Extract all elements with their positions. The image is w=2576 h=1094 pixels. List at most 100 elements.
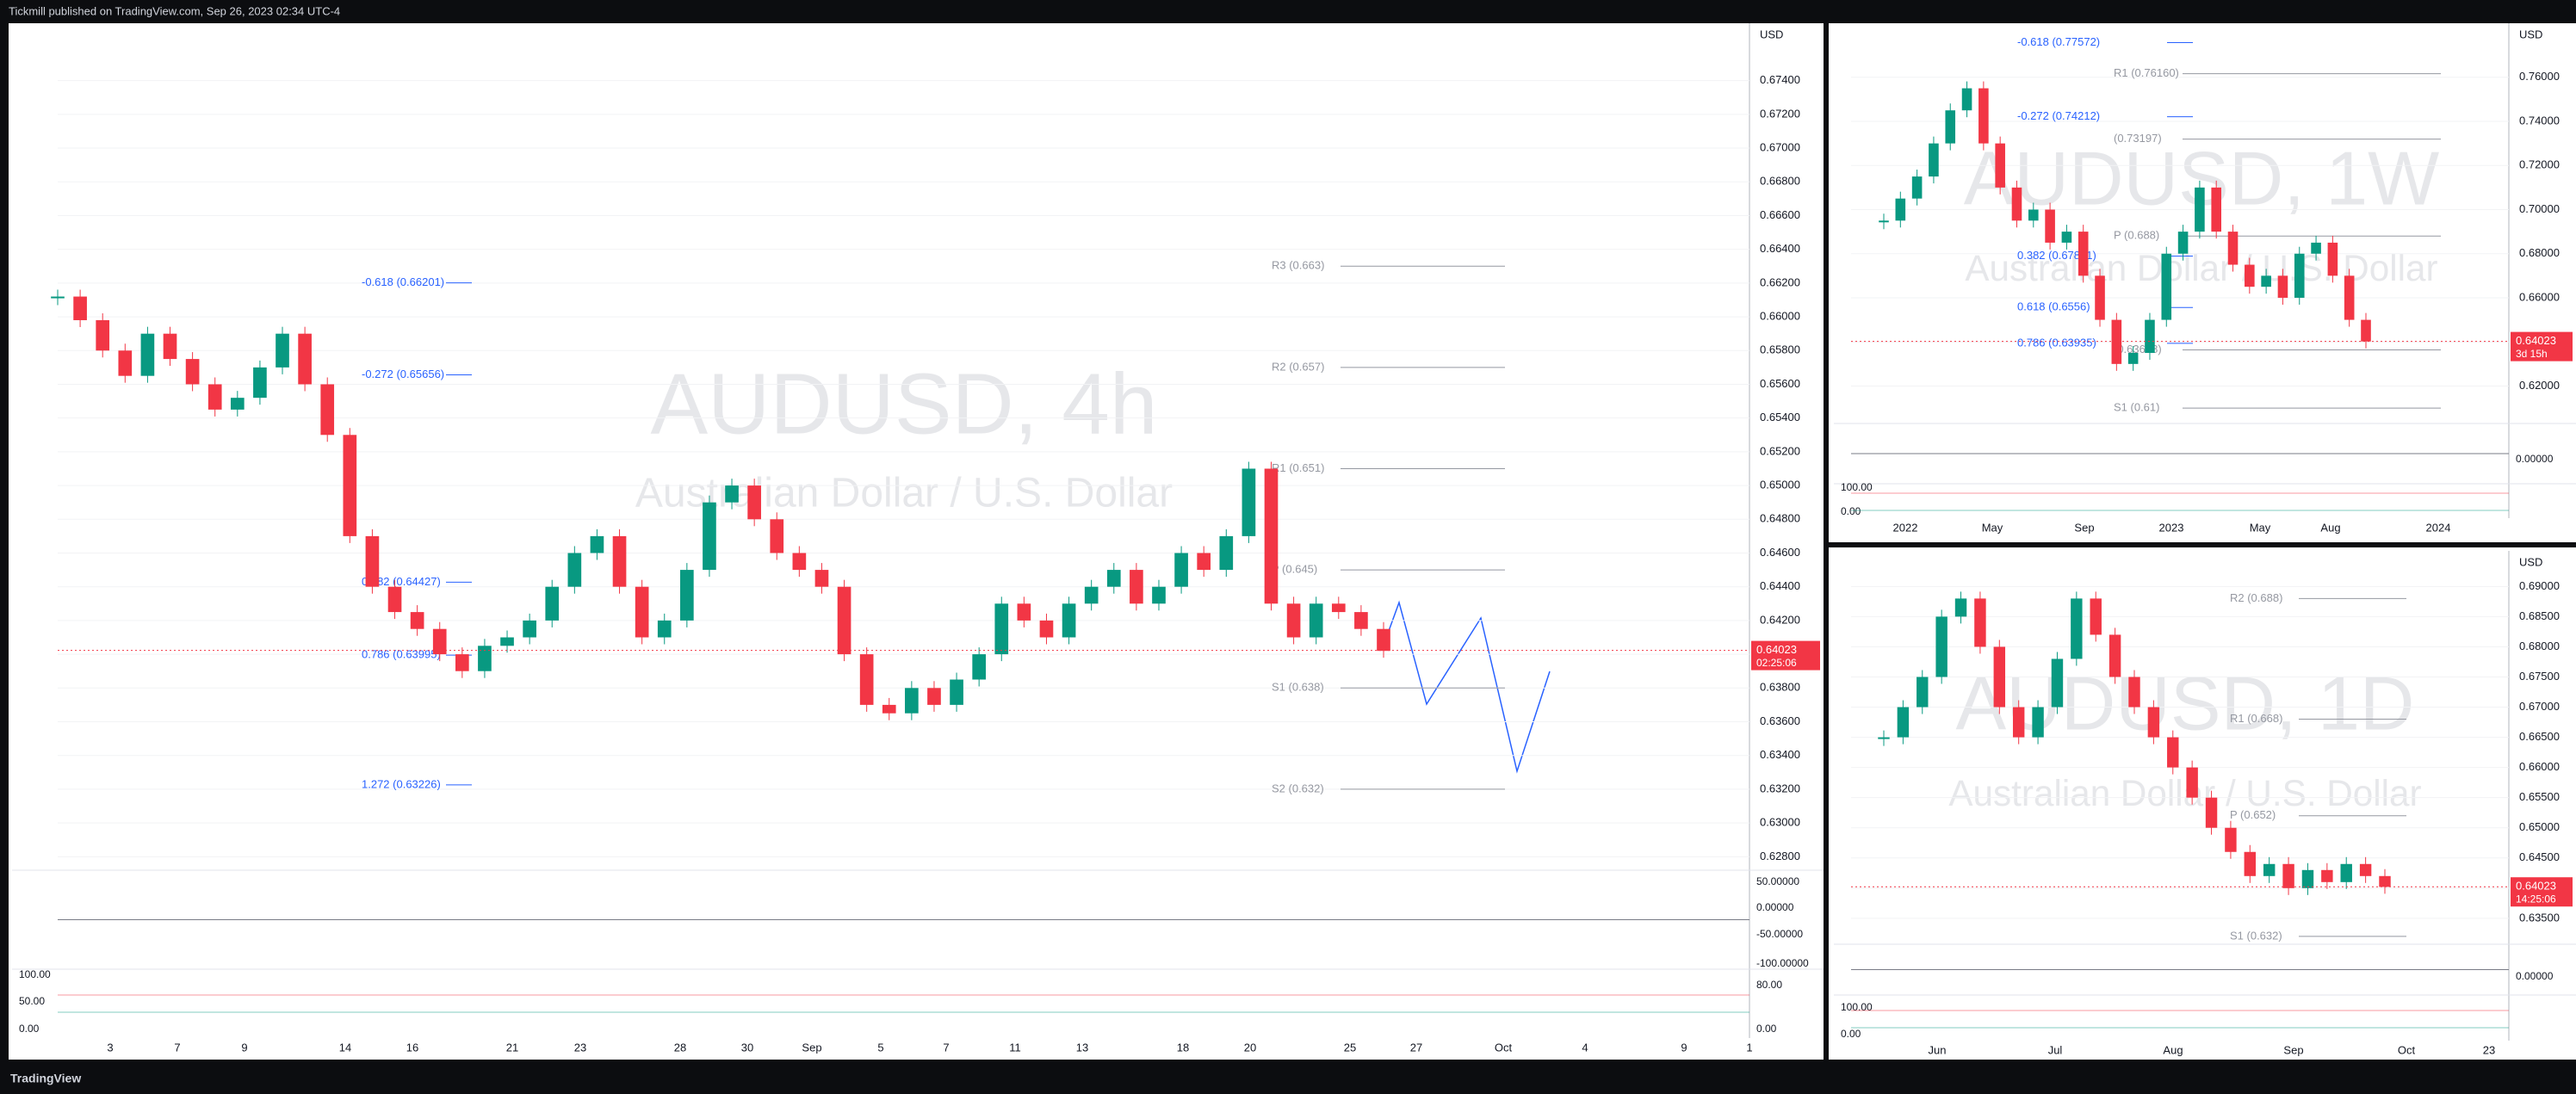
price-tag-label: 0.64023 xyxy=(2516,334,2556,347)
candle xyxy=(2327,242,2338,276)
y-tick-label: 0.72000 xyxy=(2519,158,2560,171)
x-tick-label: 28 xyxy=(674,1041,686,1054)
y-tick-label: 0.67000 xyxy=(2519,700,2560,713)
price-tag-label: 0.64023 xyxy=(1756,643,1797,656)
x-tick-label: 9 xyxy=(1681,1041,1687,1054)
candle xyxy=(905,688,919,714)
candle xyxy=(657,620,672,638)
fib-label: 0.382 (0.64427) xyxy=(362,575,441,588)
x-tick-label: 14 xyxy=(339,1041,351,1054)
candle xyxy=(612,535,627,587)
y-tick-label: 0.65200 xyxy=(1760,444,1800,457)
x-tick-label: 11 xyxy=(1009,1041,1021,1054)
fib-label: 0.382 (0.67891) xyxy=(2017,249,2096,262)
candle xyxy=(1242,468,1256,536)
y-tick-label: 0.64200 xyxy=(1760,613,1800,626)
x-tick-label: 20 xyxy=(1244,1041,1256,1054)
candle xyxy=(185,359,200,385)
indicator-axis-label: -100.00000 xyxy=(1756,957,1809,969)
candle xyxy=(1929,143,1939,177)
candle xyxy=(1954,598,1967,617)
candle xyxy=(770,519,784,553)
y-tick-label: 0.68500 xyxy=(2519,609,2560,622)
currency: USD xyxy=(2519,28,2542,40)
x-tick-label: Oct xyxy=(2398,1043,2416,1056)
candle xyxy=(680,570,694,621)
candle xyxy=(792,553,807,571)
candle xyxy=(1130,570,1143,604)
y-tick-label: 0.66400 xyxy=(1760,242,1800,255)
watermark: AUDUSD, 1D xyxy=(1956,660,2415,745)
y-tick-label: 0.66000 xyxy=(1760,310,1800,323)
candle xyxy=(2161,253,2172,320)
fib-label: -0.618 (0.77572) xyxy=(2017,35,2100,48)
candle xyxy=(747,485,761,520)
candle xyxy=(2071,598,2083,659)
candle xyxy=(2108,634,2121,677)
pivot-label: P (0.688) xyxy=(2114,229,2159,242)
candle xyxy=(2321,869,2333,882)
candle xyxy=(2379,875,2391,887)
pivot-label: P (0.645) xyxy=(1272,563,1317,576)
candle xyxy=(1354,612,1368,629)
y-tick-label: 0.64600 xyxy=(1760,546,1800,559)
y-tick-label: 0.66800 xyxy=(1760,175,1800,188)
y-tick-label: 0.63500 xyxy=(2519,911,2560,924)
fib-label: 1.272 (0.63226) xyxy=(362,777,441,790)
candle xyxy=(994,603,1009,655)
x-tick-label: Aug xyxy=(2320,521,2340,534)
y-tick-label: 0.69000 xyxy=(2519,579,2560,592)
candle xyxy=(2111,319,2122,364)
pivot-label: R1 (0.651) xyxy=(1272,461,1324,474)
candle xyxy=(1961,88,1972,111)
y-tick-label: 0.74000 xyxy=(2519,114,2560,127)
y-tick-label: 0.66200 xyxy=(1760,275,1800,288)
candle xyxy=(2078,232,2089,276)
candle xyxy=(1878,737,1890,739)
y-tick-label: 0.68000 xyxy=(2519,640,2560,652)
x-tick-label: Jul xyxy=(2048,1043,2063,1056)
candle xyxy=(2028,209,2039,221)
candle xyxy=(140,333,155,376)
x-tick-label: 18 xyxy=(1177,1041,1189,1054)
y-tick-label: 0.68000 xyxy=(2519,246,2560,259)
candle xyxy=(1309,603,1323,638)
candle xyxy=(2359,863,2372,876)
candle xyxy=(320,384,335,436)
x-tick-label: 30 xyxy=(741,1041,753,1054)
x-tick-label: 25 xyxy=(1344,1041,1356,1054)
pivot-label: R2 (0.657) xyxy=(1272,360,1324,373)
x-tick-label: 13 xyxy=(1076,1041,1088,1054)
candle xyxy=(298,333,312,385)
x-tick-label: 5 xyxy=(877,1041,883,1054)
candle xyxy=(2311,242,2321,254)
x-tick-label: 7 xyxy=(943,1041,949,1054)
brand: TradingView xyxy=(10,1072,81,1085)
y-tick-label: 0.66000 xyxy=(2519,290,2560,303)
candle xyxy=(2245,264,2255,287)
candle xyxy=(2147,707,2160,738)
candle xyxy=(2095,275,2105,320)
y-tick-label: 0.67400 xyxy=(1760,73,1800,86)
candle xyxy=(1039,620,1054,638)
x-tick-label: 3 xyxy=(107,1041,113,1054)
candle xyxy=(590,535,604,553)
candle xyxy=(1106,570,1121,587)
y-tick-label: 0.62800 xyxy=(1760,850,1800,862)
x-tick-label: 4 xyxy=(1582,1041,1588,1054)
price-tag-time: 02:25:06 xyxy=(1756,657,1797,669)
y-tick-label: 0.65600 xyxy=(1760,377,1800,390)
candle xyxy=(2301,869,2314,888)
x-tick-label: Oct xyxy=(1495,1041,1513,1054)
y-tick-label: 0.67500 xyxy=(2519,670,2560,683)
candle xyxy=(73,296,87,320)
price-tag-time: 3d 15h xyxy=(2516,348,2548,360)
fib-label: 0.786 (0.63995) xyxy=(362,648,441,661)
candle xyxy=(163,333,177,360)
candle xyxy=(2211,187,2221,232)
indicator-axis-label: 0.00 xyxy=(1756,1023,1777,1035)
x-tick-label: May xyxy=(1982,521,2003,534)
candle xyxy=(1174,553,1188,587)
y-tick-label: 0.64400 xyxy=(1760,579,1800,592)
